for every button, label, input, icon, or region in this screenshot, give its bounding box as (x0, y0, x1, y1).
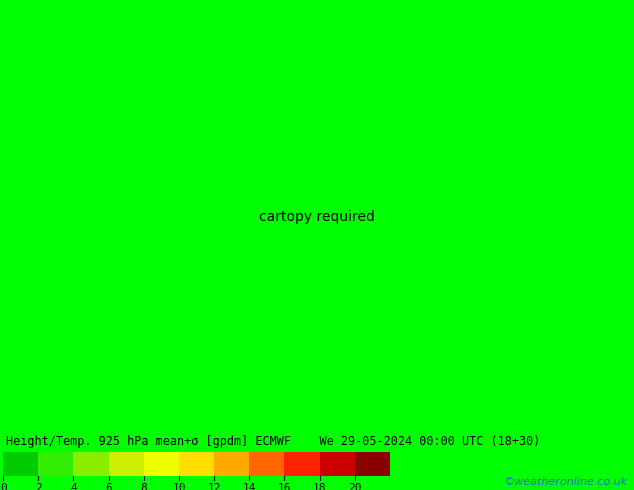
Bar (108, 452, 144, 476)
Bar (249, 452, 285, 476)
Text: 16: 16 (278, 483, 291, 490)
Bar (320, 452, 355, 476)
Text: 12: 12 (207, 483, 221, 490)
Text: cartopy required: cartopy required (259, 210, 375, 224)
Text: ©weatheronline.co.uk: ©weatheronline.co.uk (503, 477, 628, 487)
Text: 18: 18 (313, 483, 327, 490)
Bar (214, 452, 249, 476)
Text: 6: 6 (105, 483, 112, 490)
Text: 8: 8 (140, 483, 147, 490)
Bar (38, 452, 74, 476)
Bar (355, 452, 390, 476)
Text: 2: 2 (35, 483, 42, 490)
Bar (179, 452, 214, 476)
Text: 4: 4 (70, 483, 77, 490)
Text: 20: 20 (348, 483, 361, 490)
Bar (3, 452, 38, 476)
Text: 14: 14 (243, 483, 256, 490)
Bar (74, 452, 108, 476)
Bar (285, 452, 320, 476)
Text: 10: 10 (172, 483, 186, 490)
Text: Height/Temp. 925 hPa mean+σ [gpdm] ECMWF    We 29-05-2024 00:00 UTC (18+30): Height/Temp. 925 hPa mean+σ [gpdm] ECMWF… (6, 435, 541, 448)
Bar (144, 452, 179, 476)
Text: 0: 0 (0, 483, 6, 490)
